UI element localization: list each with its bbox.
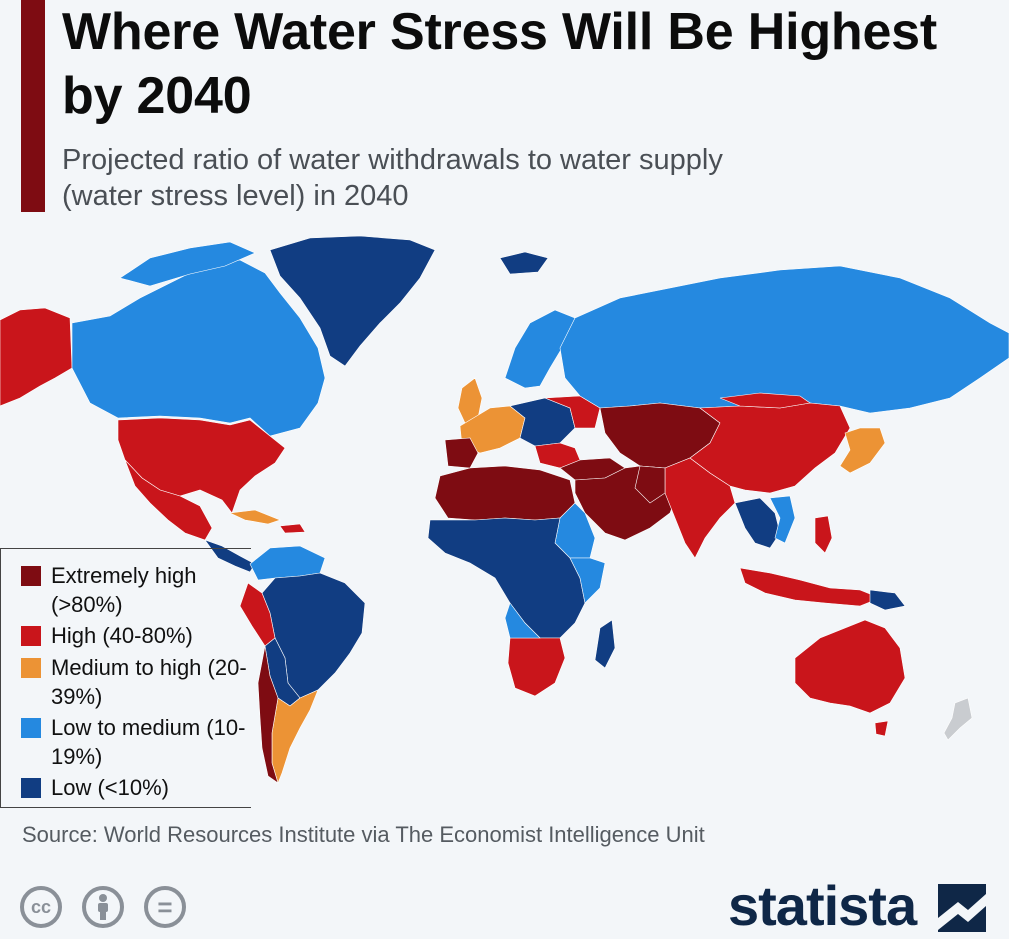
person-icon (98, 894, 108, 920)
source-note: Source: World Resources Institute via Th… (22, 822, 705, 847)
region-alaska (0, 307, 73, 407)
statista-logo-text[interactable]: statista (728, 874, 917, 937)
region-korea-japan (839, 427, 886, 474)
region-central-africa (427, 517, 586, 639)
region-canada (71, 259, 326, 437)
world-map-svg (0, 235, 1009, 784)
region-iberia (444, 437, 479, 469)
world-map (0, 228, 1009, 808)
statista-logo-icon (938, 884, 986, 932)
legend-swatch (21, 718, 41, 738)
page-title: Where Water Stress Will Be Highest by 20… (62, 3, 938, 125)
legend-label: Low (<10%) (51, 775, 170, 800)
region-philippines (814, 515, 833, 554)
legend-label: High (40-80%) (51, 623, 193, 648)
region-hispaniola (279, 523, 306, 534)
region-mexico (124, 459, 213, 541)
region-australia (794, 619, 906, 714)
region-pakistan (634, 465, 666, 504)
region-vietnam (769, 495, 796, 544)
cc-icon[interactable]: cc (20, 886, 62, 928)
region-russia (559, 265, 1009, 414)
no-derivatives-icon[interactable]: = (144, 886, 186, 928)
region-angola (504, 602, 541, 639)
region-cuba (228, 509, 281, 525)
attribution-icon[interactable] (82, 886, 124, 928)
legend-swatch (21, 566, 41, 586)
accent-bar (21, 0, 45, 212)
region-southern-africa (507, 637, 566, 697)
region-canada-islands (119, 241, 256, 287)
region-east-africa (569, 557, 606, 604)
region-greenland (269, 235, 436, 367)
region-chile (257, 645, 279, 784)
legend-label: Medium to high (20-39%) (51, 655, 247, 709)
page-subtitle: Projected ratio of water withdrawals to … (62, 144, 723, 212)
region-tasmania (874, 720, 889, 737)
legend-swatch (21, 778, 41, 798)
legend-label: Low to medium (10-19%) (51, 715, 246, 769)
legend-swatch (21, 658, 41, 678)
legend-swatch (21, 626, 41, 646)
region-papua (869, 589, 906, 611)
region-argentina (271, 689, 319, 784)
region-mainland-sea (734, 497, 781, 549)
region-mongolia (719, 392, 811, 409)
map-legend: Extremely high (>80%) High (40-80%) Medi… (0, 548, 251, 808)
region-usa (117, 417, 286, 514)
region-new-zealand (943, 697, 973, 741)
region-north-africa (434, 465, 576, 521)
legend-label: Extremely high (>80%) (51, 563, 197, 617)
region-iceland (499, 251, 549, 275)
region-indonesia (739, 567, 881, 607)
region-madagascar (594, 619, 616, 669)
